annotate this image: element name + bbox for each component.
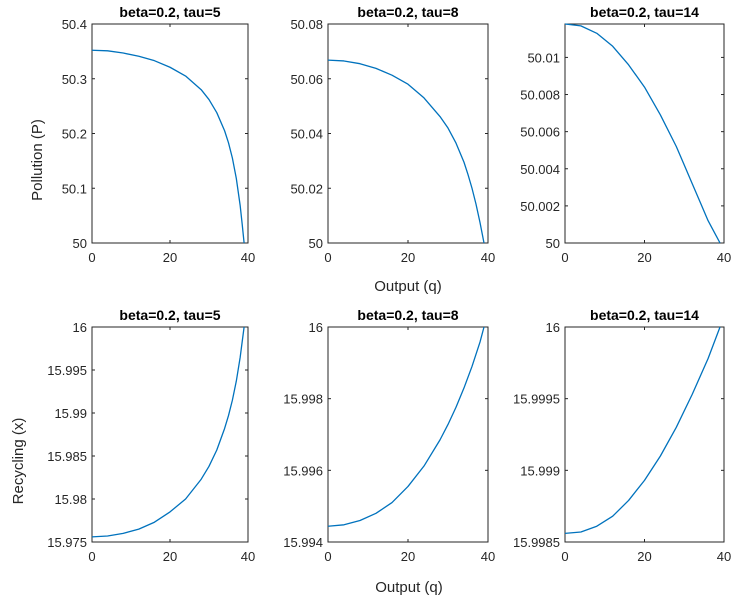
x-tick-label: 20: [637, 549, 651, 564]
y-tick-label: 50.08: [290, 17, 323, 32]
series-line: [327, 59, 485, 244]
plot-area: [564, 326, 725, 543]
series-line: [91, 326, 245, 538]
x-tick-label: 40: [481, 549, 495, 564]
subplot-grid: beta=0.2, tau=50 20 405050.150.250.350.4be…: [47, 4, 731, 564]
y-tick-label: 50: [73, 236, 87, 251]
panel-title: beta=0.2, tau=8: [357, 4, 458, 20]
y-tick-label: 15.999: [520, 463, 560, 478]
x-tick-label: 40: [717, 250, 731, 265]
x-tick-label: 0: [324, 250, 331, 265]
x-tick-label: 20: [163, 549, 177, 564]
series-line: [327, 326, 485, 527]
x-tick-label: 0: [324, 549, 331, 564]
plot-area: [327, 326, 489, 543]
y-tick-label: 15.975: [47, 535, 87, 550]
x-tick-label: 0: [561, 549, 568, 564]
subplot-2: beta=0.2, tau=8 0 20 40 50 50.02 50.04 50.06 50.…: [290, 4, 495, 265]
xlabel-top-row: Output (q): [374, 278, 442, 295]
y-tick-label: 16: [73, 320, 87, 335]
x-tick-label: 20: [401, 250, 415, 265]
x-tick-label: 40: [241, 250, 255, 265]
ylabel-recycling: Recycling (x): [10, 418, 27, 505]
y-tick-label: 50.008: [520, 88, 560, 103]
plot-area: [564, 23, 725, 244]
x-tick-label: 20: [401, 549, 415, 564]
y-tick-label: 16: [546, 320, 560, 335]
subplot-6: beta=0.2, tau=14 0 20 40 15.9985 15.999 15.999…: [513, 307, 731, 564]
subplot-3: beta=0.2, tau=14 0 20 40 50 50.002 50.004 50.00…: [520, 4, 731, 265]
xlabel-bottom-row: Output (q): [375, 579, 443, 596]
panel-title: beta=0.2, tau=14: [590, 307, 699, 323]
plot-area: [91, 23, 249, 244]
y-tick-label: 15.98: [54, 492, 87, 507]
panel-title: beta=0.2, tau=5: [119, 4, 220, 20]
y-tick-label: 50: [309, 236, 323, 251]
y-tick-label: 50.04: [290, 127, 323, 142]
y-tick-label: 15.9995: [513, 392, 560, 407]
y-tick-label: 50.02: [290, 181, 323, 196]
panel-title: beta=0.2, tau=14: [590, 4, 699, 20]
series-line: [564, 326, 721, 535]
y-tick-label: 16: [309, 320, 323, 335]
series-line: [564, 23, 721, 244]
y-tick-label: 50.01: [527, 50, 560, 65]
panel-title: beta=0.2, tau=8: [357, 307, 458, 323]
y-tick-label: 50.006: [520, 125, 560, 140]
ylabel-pollution: Pollution (P): [29, 119, 46, 201]
y-tick-label: 50.4: [62, 17, 87, 32]
y-tick-label: 15.99: [54, 406, 87, 421]
y-tick-label: 50.3: [62, 72, 87, 87]
y-tick-label: 50.2: [62, 127, 87, 142]
subplot-1: beta=0.2, tau=5 0 20 40 50 50.1 50.2 50.3 50.4: [62, 4, 256, 265]
subplot-4: beta=0.2, tau=5 0 20 40 15.975 15.98 15.985 15.…: [47, 307, 255, 564]
subplot-5: beta=0.2, tau=8 0 20 40 15.994 15.996 15.998 16: [283, 307, 495, 564]
y-tick-label: 15.9985: [513, 535, 560, 550]
y-tick-label: 50.004: [520, 162, 560, 177]
y-tick-label: 50.06: [290, 72, 323, 87]
x-tick-label: 20: [637, 250, 651, 265]
y-tick-label: 50.002: [520, 199, 560, 214]
x-tick-label: 40: [241, 549, 255, 564]
y-tick-label: 15.985: [47, 449, 87, 464]
y-tick-label: 15.994: [283, 535, 323, 550]
x-tick-label: 0: [88, 549, 95, 564]
y-tick-label: 15.998: [283, 392, 323, 407]
y-tick-label: 50: [546, 236, 560, 251]
y-tick-label: 50.1: [62, 181, 87, 196]
x-tick-label: 0: [561, 250, 568, 265]
y-tick-label: 15.996: [283, 463, 323, 478]
x-tick-label: 20: [163, 250, 177, 265]
series-line: [91, 49, 245, 244]
y-tick-label: 15.995: [47, 363, 87, 378]
x-tick-label: 40: [481, 250, 495, 265]
x-tick-label: 0: [88, 250, 95, 265]
plot-area: [327, 23, 489, 244]
panel-title: beta=0.2, tau=5: [119, 307, 220, 323]
plot-area: [91, 326, 249, 543]
x-tick-label: 40: [717, 549, 731, 564]
